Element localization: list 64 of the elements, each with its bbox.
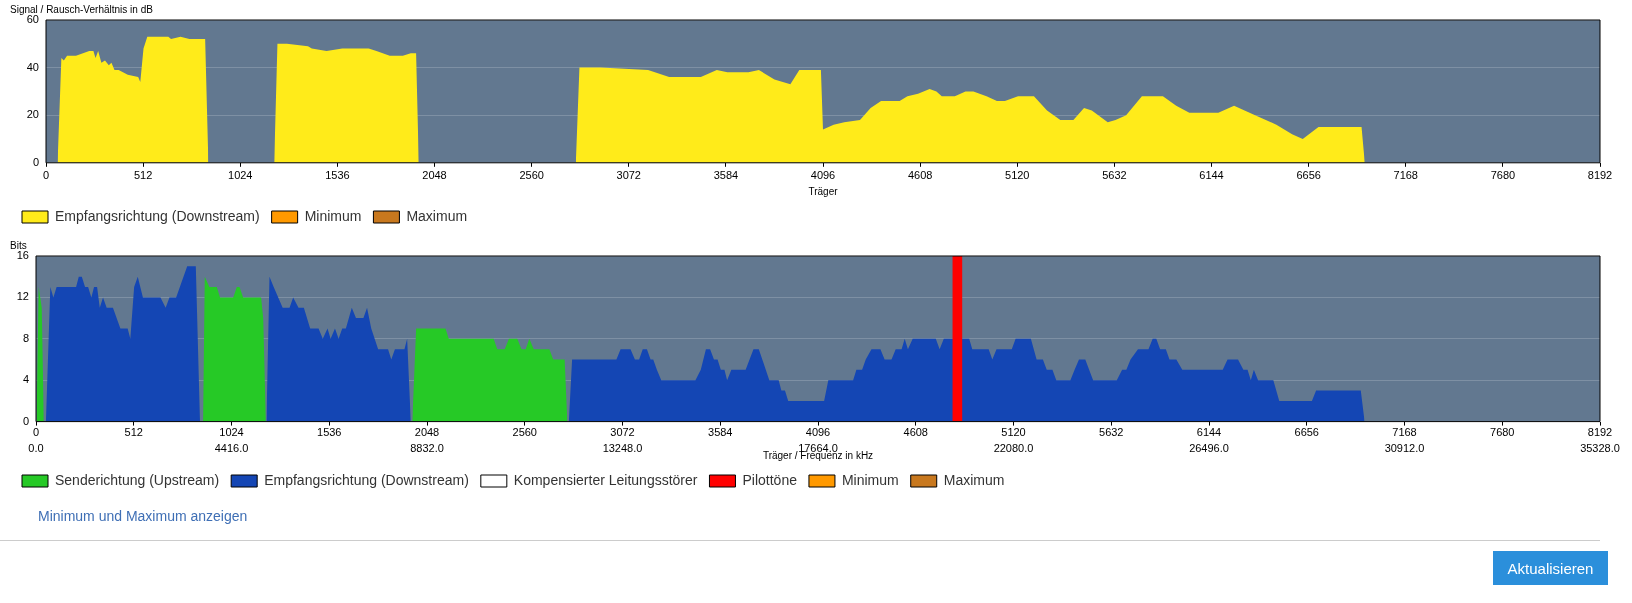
- y-tick-label: 40: [26, 60, 39, 73]
- x-tick-label: 3584: [713, 169, 739, 182]
- x-tick-label: 4608: [907, 169, 933, 182]
- x-tick-label: 2048: [422, 169, 447, 182]
- x2-tick-label: 0.0: [28, 442, 44, 455]
- y-tick-label: 16: [16, 249, 29, 262]
- x2-tick-label: 13248.0: [602, 442, 643, 455]
- legend-label: Minimum: [304, 207, 362, 224]
- x-tick-label: 5120: [1001, 426, 1026, 439]
- x-tick-label: 5632: [1102, 169, 1127, 182]
- x-tick-label: 7168: [1392, 426, 1417, 439]
- y-tick-label: 20: [26, 108, 39, 121]
- y-tick-label: 0: [32, 155, 39, 168]
- x-tick-label: 6144: [1199, 169, 1224, 182]
- x-tick-label: 8192: [1587, 426, 1613, 439]
- y-tick-label: 60: [26, 13, 39, 26]
- x-tick-label: 3072: [610, 426, 635, 439]
- x2-tick-label: 35328.0: [1580, 442, 1620, 455]
- x2-tick-label: 30912.0: [1384, 442, 1425, 455]
- x-tick-label: 4096: [805, 426, 831, 439]
- x-tick-label: 1024: [219, 426, 244, 439]
- x-tick-label: 7168: [1393, 169, 1418, 182]
- x2-tick-label: 22080.0: [993, 442, 1034, 455]
- x-tick-label: 7680: [1490, 426, 1515, 439]
- legend-label: Maximum: [943, 471, 1005, 488]
- x-tick-label: 6656: [1294, 426, 1319, 439]
- y-tick-label: 8: [22, 331, 29, 344]
- x-tick-label: 0: [42, 169, 50, 182]
- y-tick-label: 12: [16, 290, 29, 303]
- x-tick-label: 2560: [512, 426, 537, 439]
- x-tick-label: 1536: [325, 169, 350, 182]
- legend-label: Kompensierter Leitungsstörer: [513, 471, 698, 488]
- legend-label: Minimum: [841, 471, 899, 488]
- x2-tick-label: 4416.0: [214, 442, 249, 455]
- x-tick-label: 5120: [1005, 169, 1030, 182]
- x-tick-label: 4608: [903, 426, 928, 439]
- legend-label: Empfangsrichtung (Downstream): [55, 207, 260, 224]
- x-tick-label: 5632: [1099, 426, 1124, 439]
- x-tick-label: 2048: [414, 426, 440, 439]
- x-tick-label: 3584: [708, 426, 733, 439]
- legend-label: Maximum: [406, 207, 468, 224]
- x2-tick-label: 8832.0: [410, 442, 444, 455]
- x-tick-label: 8192: [1587, 169, 1613, 182]
- x-tick-label: 6656: [1296, 169, 1321, 182]
- x2-tick-label: 26496.0: [1189, 442, 1229, 455]
- x-tick-label: 2560: [519, 169, 544, 182]
- legend-label: Pilottöne: [742, 471, 798, 488]
- x-tick-label: 512: [133, 169, 153, 182]
- x-tick-label: 1024: [228, 169, 253, 182]
- y-tick-label: 0: [22, 414, 29, 427]
- y-axis-title: Bits: [10, 239, 27, 251]
- x-tick-label: 6144: [1196, 426, 1222, 439]
- legend-label: Empfangsrichtung (Downstream): [264, 471, 469, 488]
- legend-label: Senderichtung (Upstream): [55, 471, 220, 488]
- y-axis-title: Signal / Rausch-Verhältnis in dB: [10, 3, 154, 15]
- y-tick-label: 4: [22, 373, 29, 386]
- x-axis-title: Träger: [808, 185, 839, 197]
- x-tick-label: 7680: [1490, 169, 1516, 182]
- x-tick-label: 512: [124, 426, 143, 439]
- x-tick-label: 3072: [616, 169, 641, 182]
- x-tick-label: 4096: [810, 169, 836, 182]
- text: Aktualisieren: [1493, 551, 1608, 585]
- x-tick-label: 1536: [317, 426, 342, 439]
- text: Minimum und Maximum anzeigen: [38, 508, 248, 524]
